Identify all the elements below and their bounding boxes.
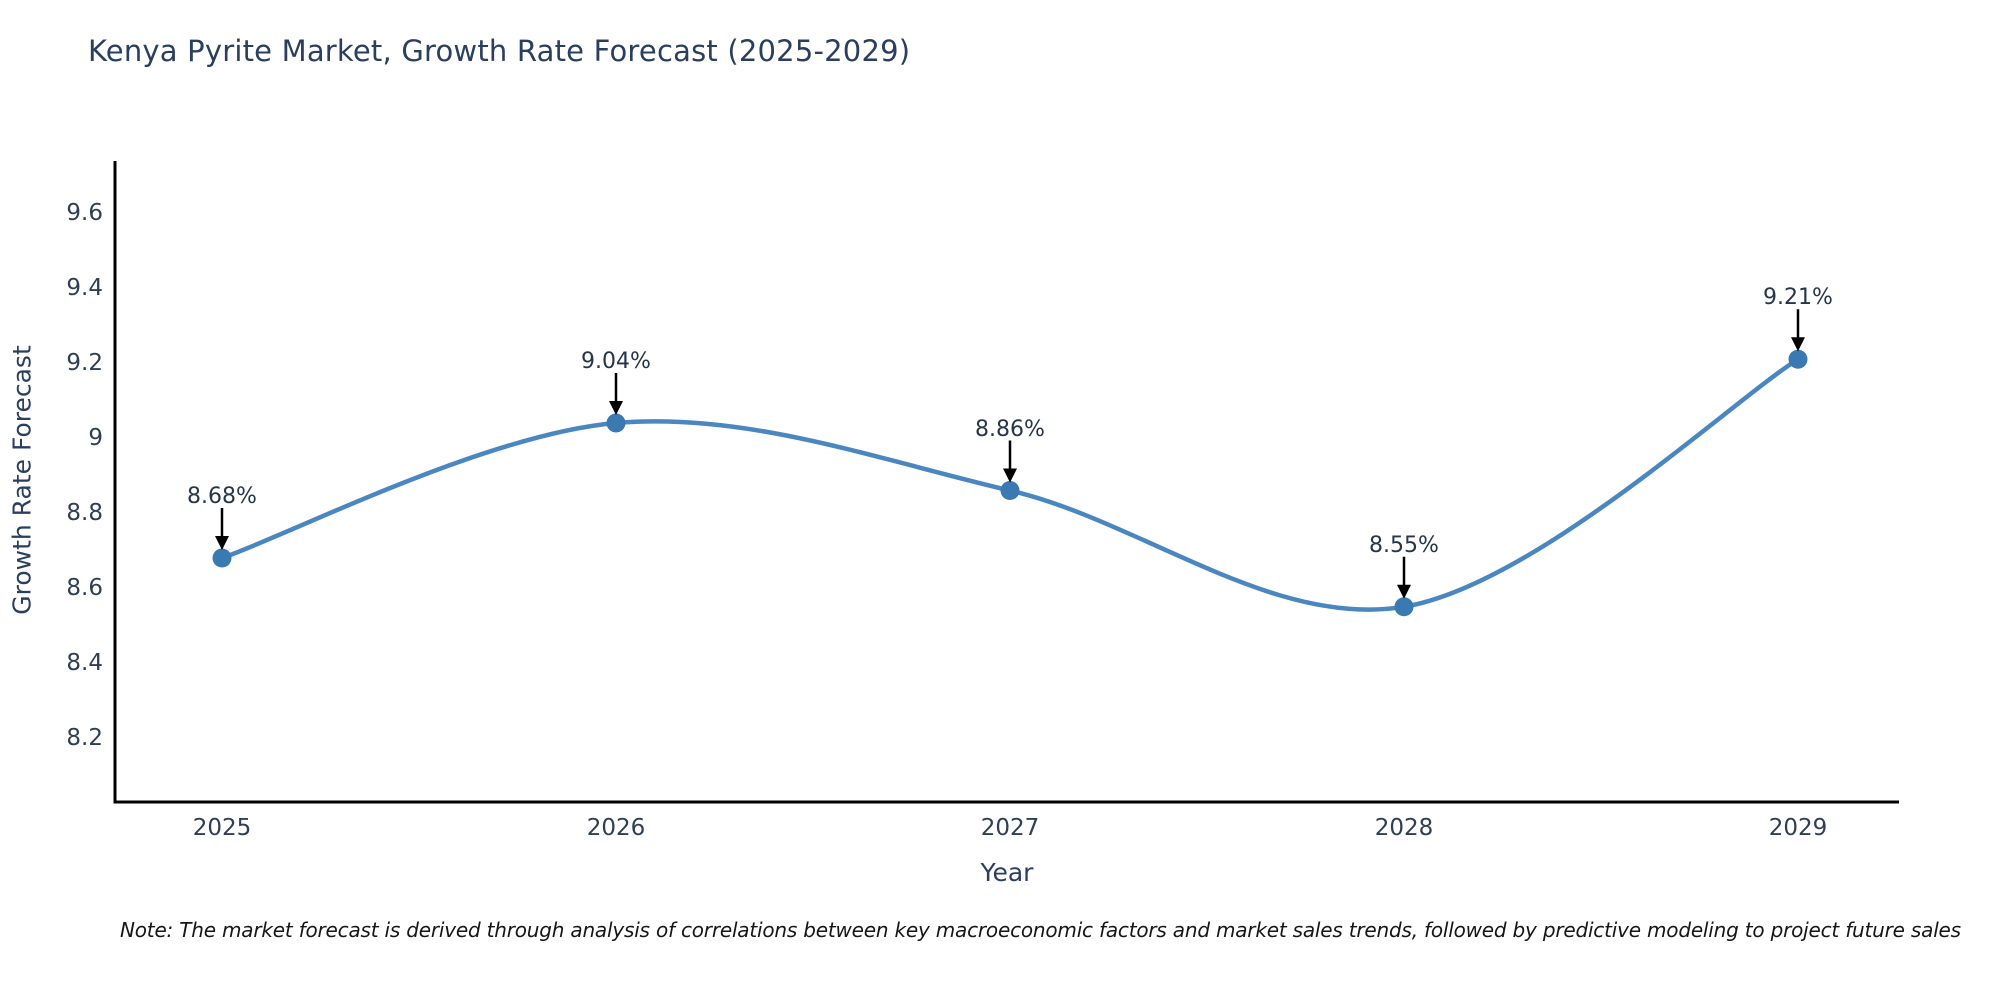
annotation-arrow-head [1397,584,1411,599]
y-tick-label: 8.4 [66,650,103,676]
data-point-marker [1394,597,1414,617]
y-axis-title: Growth Rate Forecast [7,345,37,615]
x-tick-label: 2028 [1374,815,1434,841]
data-point-value-label: 8.68% [187,484,257,509]
data-point-marker [1000,481,1020,500]
chart-title: Kenya Pyrite Market, Growth Rate Forecas… [88,34,911,68]
x-tick-label: 2029 [1768,815,1828,841]
y-tick-label: 9.6 [66,200,103,226]
data-point-marker [212,548,232,568]
y-tick-label: 8.8 [66,500,103,526]
annotation-arrow-head [1003,468,1017,483]
data-point-marker [606,413,626,433]
data-point-value-label: 8.86% [975,416,1045,442]
data-point-value-label: 9.21% [1763,285,1833,311]
y-tick-label: 8.2 [66,725,103,751]
annotation-arrow-head [609,401,623,415]
x-axis-title: Year [980,858,1034,887]
x-tick-label: 2027 [980,815,1040,841]
y-tick-label: 9.4 [66,275,103,301]
data-point-value-label: 9.04% [581,349,651,374]
y-tick-label: 9.2 [66,350,103,376]
x-tick-label: 2025 [192,815,252,841]
chart-footnote: Note: The market forecast is derived thr… [120,918,1961,942]
annotation-arrow-head [1791,337,1805,352]
x-tick-label: 2026 [586,815,646,841]
data-point-value-label: 8.55% [1369,532,1439,558]
y-tick-label: 9 [88,425,103,451]
annotation-arrow-head [215,536,229,550]
y-tick-label: 8.6 [66,575,103,601]
data-point-marker [1788,349,1808,369]
